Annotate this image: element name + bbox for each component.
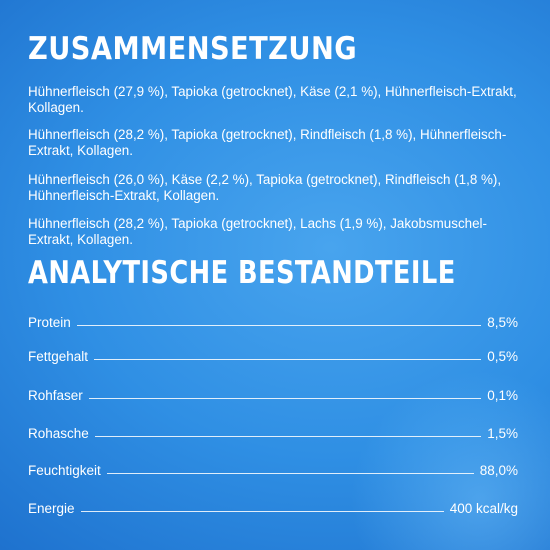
- analysis-value: 400 kcal/kg: [449, 501, 518, 516]
- leader-line: [94, 436, 482, 437]
- composition-item-1: Hühnerfleisch (27,9 %), Tapioka (getrock…: [28, 84, 517, 115]
- analysis-row-moisture: Feuchtigkeit 88,0%: [28, 460, 518, 478]
- analysis-label: Rohfaser: [28, 388, 83, 403]
- analysis-row-ash: Rohasche 1,5%: [28, 423, 518, 441]
- analysis-row-energy: Energie 400 kcal/kg: [28, 498, 518, 516]
- analysis-row-protein: Protein 8,5%: [28, 312, 518, 330]
- analysis-label: Feuchtigkeit: [28, 463, 101, 478]
- composition-item-3: Hühnerfleisch (26,0 %), Käse (2,2 %), Ta…: [28, 172, 502, 203]
- analysis-value: 0,1%: [487, 388, 518, 403]
- analysis-row-fat: Fettgehalt 0,5%: [28, 346, 518, 364]
- analysis-label: Rohasche: [28, 426, 89, 441]
- leader-line: [80, 511, 444, 512]
- analysis-label: Protein: [28, 315, 71, 330]
- analysis-label: Energie: [28, 501, 75, 516]
- analysis-value: 88,0%: [479, 463, 518, 478]
- analysis-value: 0,5%: [487, 349, 518, 364]
- leader-line: [94, 359, 482, 360]
- leader-line: [106, 473, 474, 474]
- analysis-row-fiber: Rohfaser 0,1%: [28, 385, 518, 403]
- composition-item-4: Hühnerfleisch (28,2 %), Tapioka (getrock…: [28, 216, 487, 247]
- analysis-label: Fettgehalt: [28, 349, 89, 364]
- analysis-title: ANALYTISCHE BESTANDTEILE: [28, 255, 456, 291]
- composition-item-2: Hühnerfleisch (28,2 %), Tapioka (getrock…: [28, 127, 507, 158]
- analysis-value: 8,5%: [487, 315, 518, 330]
- leader-line: [88, 398, 482, 399]
- analysis-value: 1,5%: [487, 426, 518, 441]
- composition-title: ZUSAMMENSETZUNG: [28, 31, 358, 67]
- leader-line: [76, 325, 482, 326]
